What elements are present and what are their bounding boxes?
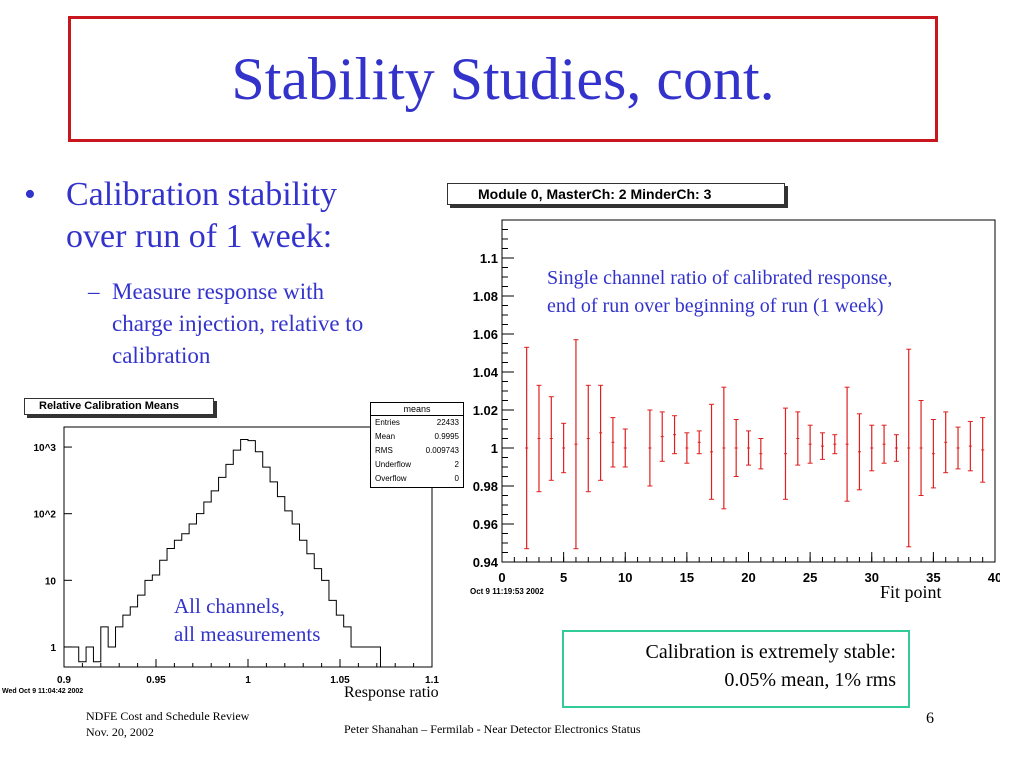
bullet-marker: • (24, 176, 36, 213)
fit-point-label: Fit point (880, 582, 942, 602)
footer-left: NDFE Cost and Schedule Review Nov. 20, 2… (86, 708, 249, 740)
y-tick-label: 1 (50, 643, 56, 654)
histogram-header: Relative Calibration Means (24, 398, 214, 415)
x-tick-label: 40 (988, 570, 1000, 585)
module-plot-header: Module 0, MasterCh: 2 MinderCh: 3 (447, 183, 785, 205)
x-tick-label: 35 (926, 570, 940, 585)
footer-left-line-2: Nov. 20, 2002 (86, 725, 154, 739)
x-tick-label: 20 (741, 570, 755, 585)
conclusion-box: Calibration is extremely stable: 0.05% m… (562, 630, 910, 708)
conclusion-line-2: 0.05% mean, 1% rms (724, 669, 896, 691)
single-channel-annotation-line-1: Single channel ratio of calibrated respo… (547, 267, 893, 289)
x-tick-label: 5 (560, 570, 567, 585)
x-tick-label: 0.9 (57, 675, 71, 686)
stats-label: Mean (375, 432, 396, 441)
slide-title: Stability Studies, cont. (231, 45, 775, 112)
y-tick-label: 0.96 (473, 517, 498, 532)
all-channels-annotation: All channels, all measurements (174, 592, 320, 648)
y-tick-label: 0.94 (473, 555, 499, 570)
bullet-line-2: over run of 1 week: (66, 218, 333, 255)
stats-rows: Entries 22433 Mean 0.9995 RMS 0.009743 Underfl… (371, 416, 463, 486)
page-number: 6 (926, 710, 934, 727)
x-tick-label: 25 (803, 570, 817, 585)
single-channel-annotation: Single channel ratio of calibrated respo… (547, 264, 892, 320)
stats-row: Mean 0.9995 (371, 430, 463, 444)
response-ratio-label: Response ratio (344, 684, 439, 701)
footer-center: Peter Shanahan – Fermilab - Near Detecto… (344, 722, 641, 736)
stats-row: RMS 0.009743 (371, 444, 463, 458)
calibration-histogram: 0.9 0.95 1 1.05 1.1 1 10 10^2 10^3 Wed Oct 9 11:0… (2, 426, 439, 695)
stats-box: means Entries 22433 Mean 0.9995 RMS 0.009743 U… (370, 402, 464, 488)
stats-label: Entries (375, 418, 400, 427)
x-tick-label: 1.1 (425, 675, 439, 686)
y-tick-label: 10 (45, 576, 57, 587)
stats-value: 22433 (436, 418, 459, 427)
sub-bullet-line-2: charge injection, relative to (112, 311, 364, 336)
stats-row: Entries 22433 (371, 416, 463, 430)
y-tick-label: 10^2 (33, 510, 56, 521)
stats-value: 0.9995 (434, 432, 459, 441)
y-tick-label: 1.1 (480, 251, 498, 266)
histogram-timestamp: Wed Oct 9 11:04:42 2002 (2, 688, 83, 695)
stats-value: 0.009743 (425, 446, 459, 455)
x-tick-label: 10 (618, 570, 632, 585)
bullet-line-1: Calibration stability (66, 176, 338, 213)
single-channel-annotation-line-2: end of run over beginning of run (1 week… (547, 295, 884, 317)
stats-label: Overflow (375, 474, 407, 483)
y-tick-label: 0.98 (473, 479, 498, 494)
y-tick-label: 1 (491, 441, 498, 456)
stats-label: RMS (375, 446, 393, 455)
single-channel-plot: 0 5 10 15 20 25 30 35 40 0.94 0.96 0.98 1 1.02 1.04 1.0… (470, 219, 1000, 596)
x-tick-label: 1.05 (330, 675, 350, 686)
title-box: Stability Studies, cont. (68, 16, 938, 142)
sub-bullet-line-1: Measure response with (112, 279, 325, 304)
footer-left-line-1: NDFE Cost and Schedule Review (86, 709, 250, 723)
x-tick-label: 0 (498, 570, 505, 585)
x-tick-label: 15 (680, 570, 694, 585)
stats-row: Overflow 0 (371, 472, 463, 486)
sub-bullet-line-3: calibration (112, 343, 211, 368)
all-channels-line-2: all measurements (174, 622, 321, 646)
x-tick-label: 1 (245, 675, 251, 686)
histogram-outline (63, 438, 381, 667)
x-tick-label: 0.95 (146, 675, 166, 686)
stats-value: 0 (454, 474, 459, 483)
y-tick-label: 1.02 (473, 403, 498, 418)
y-tick-label: 1.06 (473, 327, 498, 342)
all-channels-line-1: All channels, (174, 594, 285, 618)
sub-bullet-marker: – (88, 279, 100, 304)
conclusion-line-1: Calibration is extremely stable: (645, 641, 897, 663)
plot-timestamp: Oct 9 11:19:53 2002 (470, 587, 544, 596)
x-tick-label: 30 (865, 570, 879, 585)
y-tick-label: 1.04 (473, 365, 499, 380)
stats-label: Underflow (375, 460, 412, 469)
y-tick-label: 10^3 (33, 443, 56, 454)
stats-value: 2 (454, 460, 459, 469)
stats-row: Underflow 2 (371, 458, 463, 472)
y-tick-label: 1.08 (473, 289, 498, 304)
stats-title: means (371, 403, 463, 416)
